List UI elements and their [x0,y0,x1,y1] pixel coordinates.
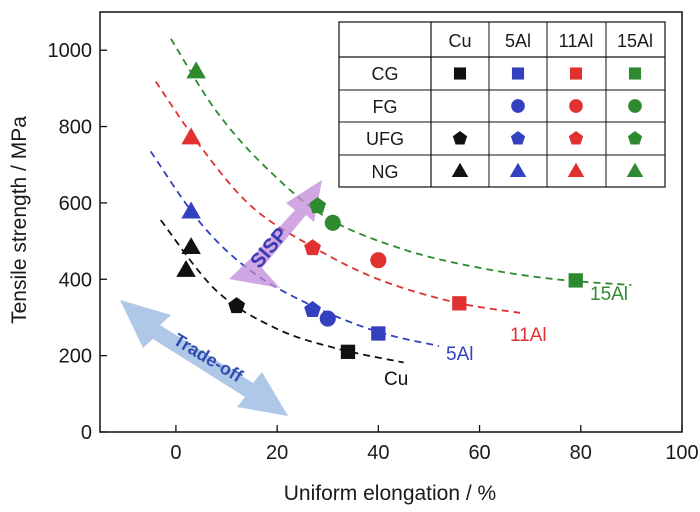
legend-marker-15al-cg [628,67,642,80]
legend-marker-11al-fg [569,99,583,113]
legend-marker-5al-cg [511,67,525,80]
data-point-5al-fg [319,310,336,327]
legend-marker-11al-ufg [568,131,584,145]
x-tick-label: 100 [665,442,698,464]
data-point-cu-ng [176,259,196,277]
legend-marker-5al-ufg [510,131,526,145]
legend-marker-cu-cg [453,67,467,80]
data-point-5al-cg [371,326,386,341]
trend-label-15al: 15Al [590,284,628,305]
legend-marker-5al-fg [511,99,525,113]
legend-row-cg: CG [372,64,399,84]
x-axis-ticks: 0 20 40 60 80 100 [170,425,699,464]
y-axis-ticks: 0 200 400 600 800 1000 [48,40,107,444]
trend-line-cu [160,219,404,364]
x-tick-label: 80 [570,442,592,464]
data-points [176,61,583,359]
legend-row-fg: FG [373,97,398,117]
legend-col-15al: 15Al [617,31,653,51]
data-point-11al-cg [452,296,467,311]
x-tick-label: 0 [170,442,181,464]
y-tick-label: 1000 [48,40,93,62]
x-tick-label: 20 [266,442,288,464]
legend-row-ng: NG [372,162,399,182]
data-point-5al-ufg [304,300,321,317]
legend-table: Cu 5Al 11Al 15Al CG FG UFG NG [338,21,666,188]
data-point-15al-ng [186,61,206,79]
trend-line-15al [170,38,632,286]
legend-marker-15al-ufg [627,131,643,145]
legend-marker-11al-ng [567,162,585,178]
data-point-cu-ng [181,237,201,254]
data-point-11al-fg [370,252,387,269]
data-point-15al-fg [324,214,341,231]
legend-marker-cu-ufg [452,131,468,145]
data-point-11al-ng [181,127,201,145]
data-point-15al-ufg [309,197,327,214]
data-point-cu-cg [340,344,356,359]
y-tick-label: 800 [59,117,92,139]
legend-col-5al: 5Al [505,31,531,51]
y-tick-label: 600 [59,193,92,215]
trend-label-11al: 11Al [510,325,547,346]
legend-marker-15al-ng [626,162,644,178]
x-tick-label: 60 [468,442,490,464]
y-tick-label: 0 [81,422,92,444]
trend-label-cu: Cu [384,369,408,390]
y-tick-label: 200 [59,346,92,368]
trend-label-5al: 5Al [446,344,473,365]
legend-col-cu: Cu [448,31,471,51]
data-point-11al-ufg [304,239,321,256]
legend-marker-cu-ng [451,162,469,178]
y-axis-title: Tensile strength / MPa [8,116,31,324]
legend-row-ufg: UFG [366,129,404,149]
data-point-15al-cg [568,273,583,288]
x-axis-title: Uniform elongation / % [284,482,496,505]
legend-marker-15al-fg [628,99,642,113]
legend-marker-5al-ng [509,162,527,178]
data-point-5al-ng [181,201,201,219]
legend-markers [451,67,644,178]
plot-frame [99,11,683,433]
data-point-cu-ufg [228,297,246,314]
y-tick-label: 400 [59,269,92,291]
x-tick-label: 40 [367,442,389,464]
legend-marker-11al-cg [569,67,583,80]
legend-col-11al: 11Al [559,31,594,51]
